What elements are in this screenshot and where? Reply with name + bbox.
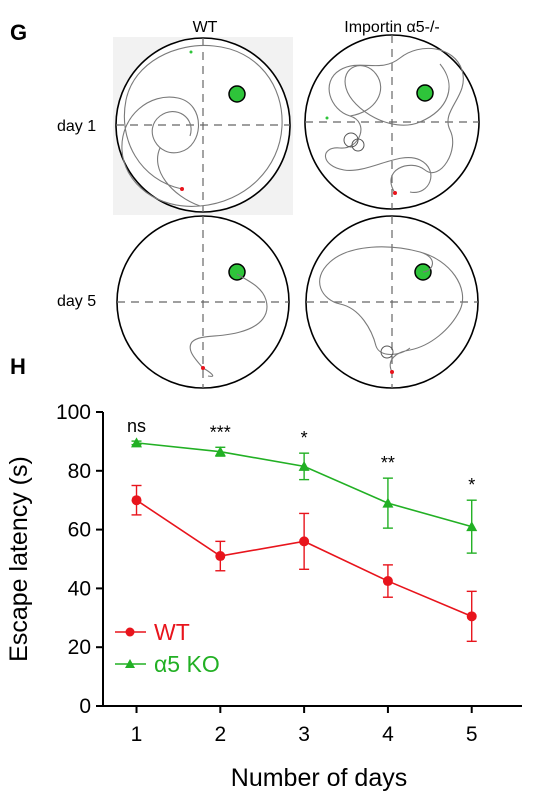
row-label-day5: day 5 bbox=[57, 293, 96, 310]
column-label-wt: WT bbox=[193, 19, 218, 36]
y-tick-label-2: 40 bbox=[68, 577, 91, 600]
y-tick-label-4: 80 bbox=[68, 460, 91, 483]
significance-label-3: ** bbox=[381, 453, 395, 473]
platform-marker bbox=[416, 84, 434, 102]
swim-path bbox=[189, 273, 268, 377]
maze-wt-day1 bbox=[113, 37, 293, 215]
x-tick-label-2: 3 bbox=[298, 723, 310, 746]
x-tick-label-3: 4 bbox=[382, 723, 394, 746]
row-label-day1: day 1 bbox=[57, 118, 96, 135]
platform-marker bbox=[228, 85, 246, 103]
data-point-ko-2 bbox=[298, 460, 310, 471]
data-point-ko-4 bbox=[466, 521, 478, 532]
data-point-ko-1 bbox=[214, 446, 226, 457]
maze-wt-day5 bbox=[116, 215, 290, 389]
data-point-wt-0 bbox=[131, 495, 142, 506]
data-point-ko-0 bbox=[131, 437, 143, 448]
legend-item-wt: WT bbox=[115, 619, 190, 645]
data-point-wt-3 bbox=[382, 576, 393, 587]
y-axis-title: Escape latency (s) bbox=[5, 456, 33, 662]
data-point-wt-2 bbox=[299, 536, 310, 547]
y-tick-label-0: 0 bbox=[79, 695, 91, 718]
legend-item-ko: α5 KO bbox=[115, 651, 220, 677]
x-tick-label-0: 1 bbox=[131, 723, 143, 746]
x-tick-label-4: 5 bbox=[466, 723, 478, 746]
panel-letter-g: G bbox=[10, 20, 27, 45]
y-tick-label-5: 100 bbox=[56, 401, 91, 424]
significance-label-0: ns bbox=[127, 416, 146, 436]
panel-letter-h: H bbox=[10, 354, 26, 379]
x-tick-label-1: 2 bbox=[214, 723, 226, 746]
legend-label-wt: WT bbox=[154, 619, 190, 645]
maze-ko-day1 bbox=[304, 34, 480, 210]
significance-label-1: *** bbox=[210, 422, 231, 442]
column-label-ko: Importin α5-/- bbox=[344, 19, 440, 36]
data-point-ko-3 bbox=[382, 497, 394, 508]
x-axis-title: Number of days bbox=[231, 764, 407, 792]
maze-ko-day5 bbox=[305, 215, 479, 389]
significance-label-2: * bbox=[301, 428, 308, 448]
swim-path bbox=[121, 44, 283, 207]
y-tick-label-1: 20 bbox=[68, 636, 91, 659]
swim-path bbox=[324, 47, 464, 194]
data-point-wt-4 bbox=[466, 611, 477, 622]
legend: WT α5 KO bbox=[115, 619, 220, 677]
data-point-wt-1 bbox=[215, 551, 226, 562]
y-tick-label-3: 60 bbox=[68, 519, 91, 542]
legend-label-ko: α5 KO bbox=[154, 651, 220, 677]
significance-label-4: * bbox=[468, 475, 475, 495]
swim-path bbox=[319, 246, 464, 373]
